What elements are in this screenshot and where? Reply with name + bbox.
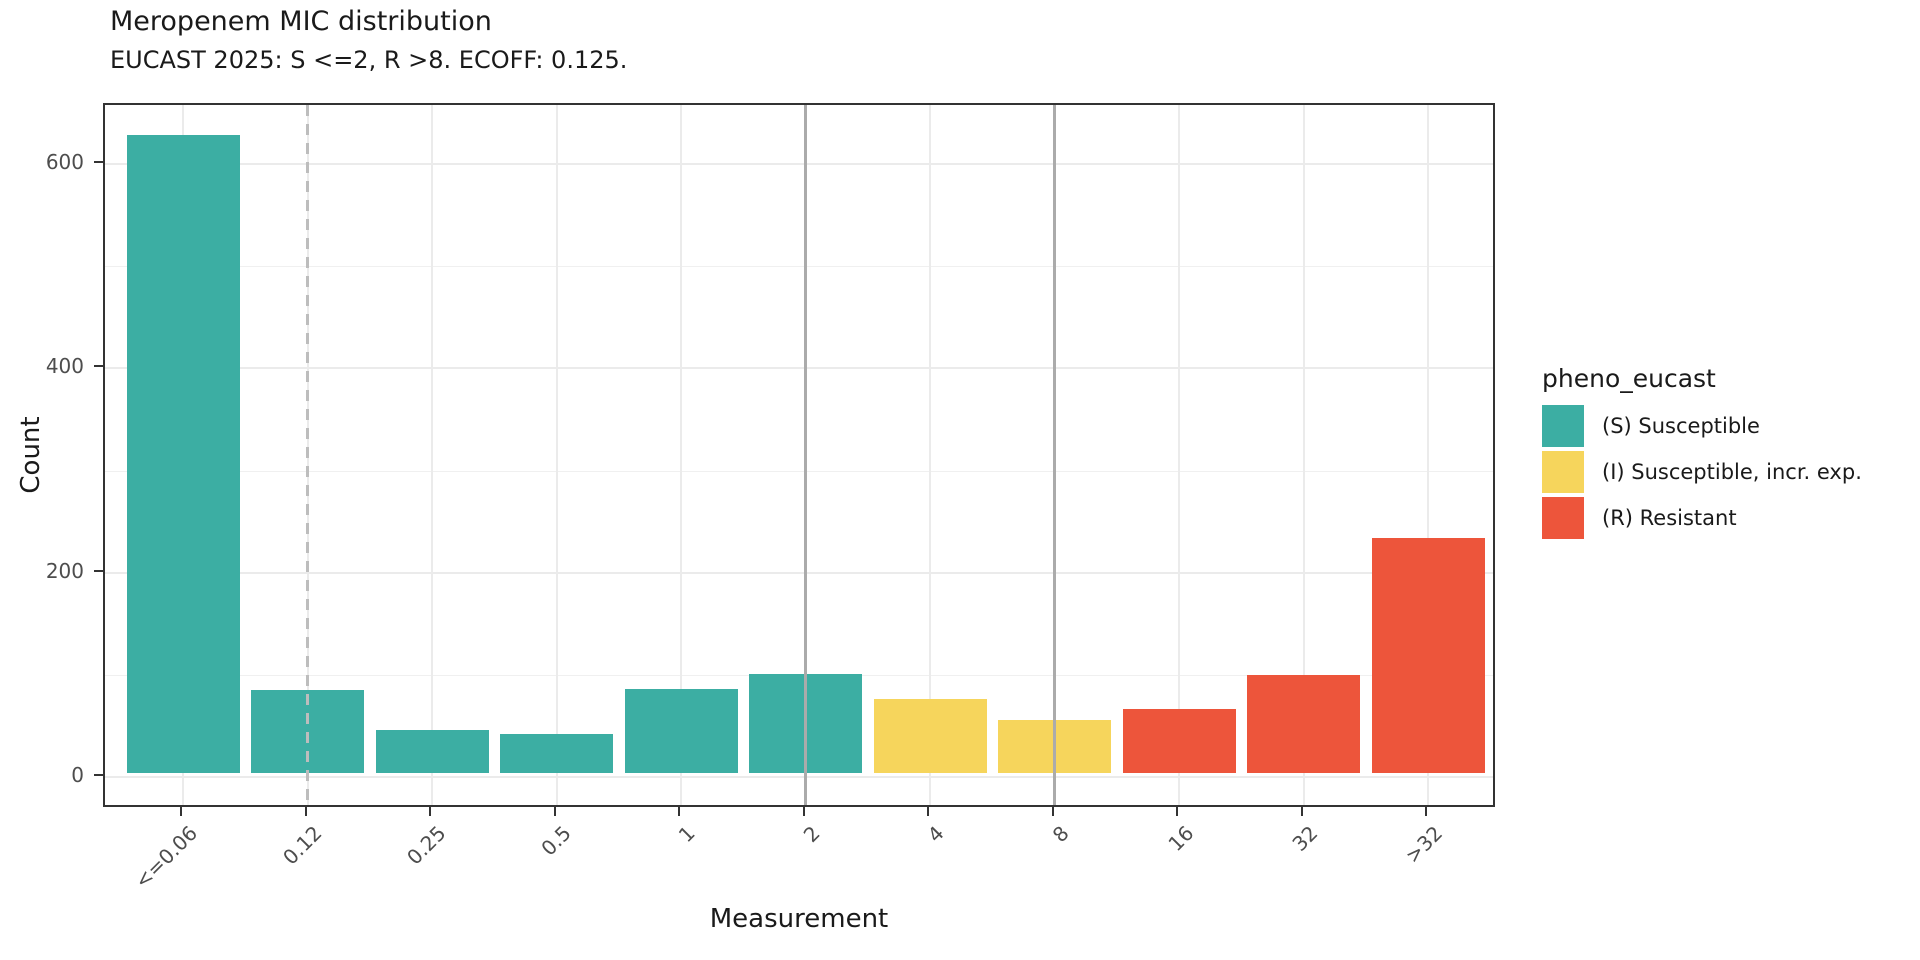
x-axis-title: Measurement xyxy=(709,904,889,934)
legend-item-I: (I) Susceptible, incr. exp. xyxy=(1542,451,1862,493)
x-tick-label: 32 xyxy=(1287,821,1323,856)
x-tick xyxy=(1300,807,1303,816)
gridline-x xyxy=(929,105,931,805)
x-tick-label: 1 xyxy=(673,821,700,847)
legend-key-I xyxy=(1542,451,1584,493)
gridline-x xyxy=(1302,105,1305,805)
x-tick xyxy=(1425,807,1427,816)
x-tick-label: 2 xyxy=(798,821,825,847)
plot-title: Meropenem MIC distribution xyxy=(110,6,492,37)
vline-solid-8 xyxy=(1053,105,1056,805)
legend-item-S: (S) Susceptible xyxy=(1542,405,1862,447)
x-tick xyxy=(553,807,556,816)
gridline-x xyxy=(555,105,558,805)
bar-0.5 xyxy=(500,734,613,773)
legend-key-S xyxy=(1542,405,1584,447)
plot-subtitle: EUCAST 2025: S <=2, R >8. ECOFF: 0.125. xyxy=(110,46,628,74)
x-tick xyxy=(1176,807,1178,816)
y-tick xyxy=(94,774,103,776)
y-tick-label: 0 xyxy=(71,763,84,787)
gridline-y-major xyxy=(105,776,1493,778)
x-tick xyxy=(927,807,929,816)
gridline-y-major xyxy=(105,571,1493,574)
gridline-x xyxy=(1178,105,1180,805)
bar-16 xyxy=(1122,708,1236,773)
x-tick-label: >32 xyxy=(1400,821,1447,868)
vline-dashed-0.12 xyxy=(306,105,309,805)
plot-panel xyxy=(103,103,1495,807)
y-tick xyxy=(94,161,103,164)
x-tick-label: 0.25 xyxy=(402,821,451,870)
x-tick-label: 0.12 xyxy=(278,821,327,870)
x-tick xyxy=(1051,807,1054,816)
gridline-x xyxy=(680,105,682,805)
legend-key-R xyxy=(1542,497,1584,539)
bar-32 xyxy=(1247,674,1360,773)
legend-label-R: (R) Resistant xyxy=(1602,506,1737,530)
bar-0.25 xyxy=(375,730,489,773)
gridline-x xyxy=(431,105,433,805)
x-tick-label: 4 xyxy=(922,821,949,847)
gridline-y-major xyxy=(105,163,1493,166)
bar-1 xyxy=(624,689,738,773)
y-tick-label: 400 xyxy=(45,354,84,379)
x-tick xyxy=(429,807,431,816)
x-tick xyxy=(180,807,182,816)
legend-title: pheno_eucast xyxy=(1542,364,1716,393)
legend-label-I: (I) Susceptible, incr. exp. xyxy=(1602,460,1862,484)
vline-solid-2 xyxy=(804,105,807,805)
legend: pheno_eucast (S) Susceptible (I) Suscepti… xyxy=(1542,364,1862,543)
legend-item-R: (R) Resistant xyxy=(1542,497,1862,539)
y-tick-label: 200 xyxy=(45,558,84,583)
bar-<=0.06 xyxy=(126,134,240,773)
x-tick-label: 16 xyxy=(1163,821,1198,856)
bar->32 xyxy=(1371,538,1485,773)
legend-label-S: (S) Susceptible xyxy=(1602,414,1760,438)
gridline-y-major xyxy=(105,367,1493,370)
x-tick xyxy=(304,807,307,816)
y-tick xyxy=(94,569,103,572)
x-tick xyxy=(678,807,680,816)
bar-4 xyxy=(873,699,987,773)
gridline-x xyxy=(1427,105,1429,805)
x-tick xyxy=(802,807,805,816)
x-tick-label: 8 xyxy=(1047,821,1074,847)
y-tick xyxy=(94,365,103,368)
legend-items: (S) Susceptible (I) Susceptible, incr. ex… xyxy=(1542,405,1862,539)
gridline-y-minor xyxy=(105,266,1493,268)
x-tick-label: <=0.06 xyxy=(129,821,202,894)
y-tick-label: 600 xyxy=(45,150,84,175)
gridline-y-minor xyxy=(105,470,1493,472)
y-axis-title: Count xyxy=(16,416,46,494)
x-tick-label: 0.5 xyxy=(536,821,576,861)
